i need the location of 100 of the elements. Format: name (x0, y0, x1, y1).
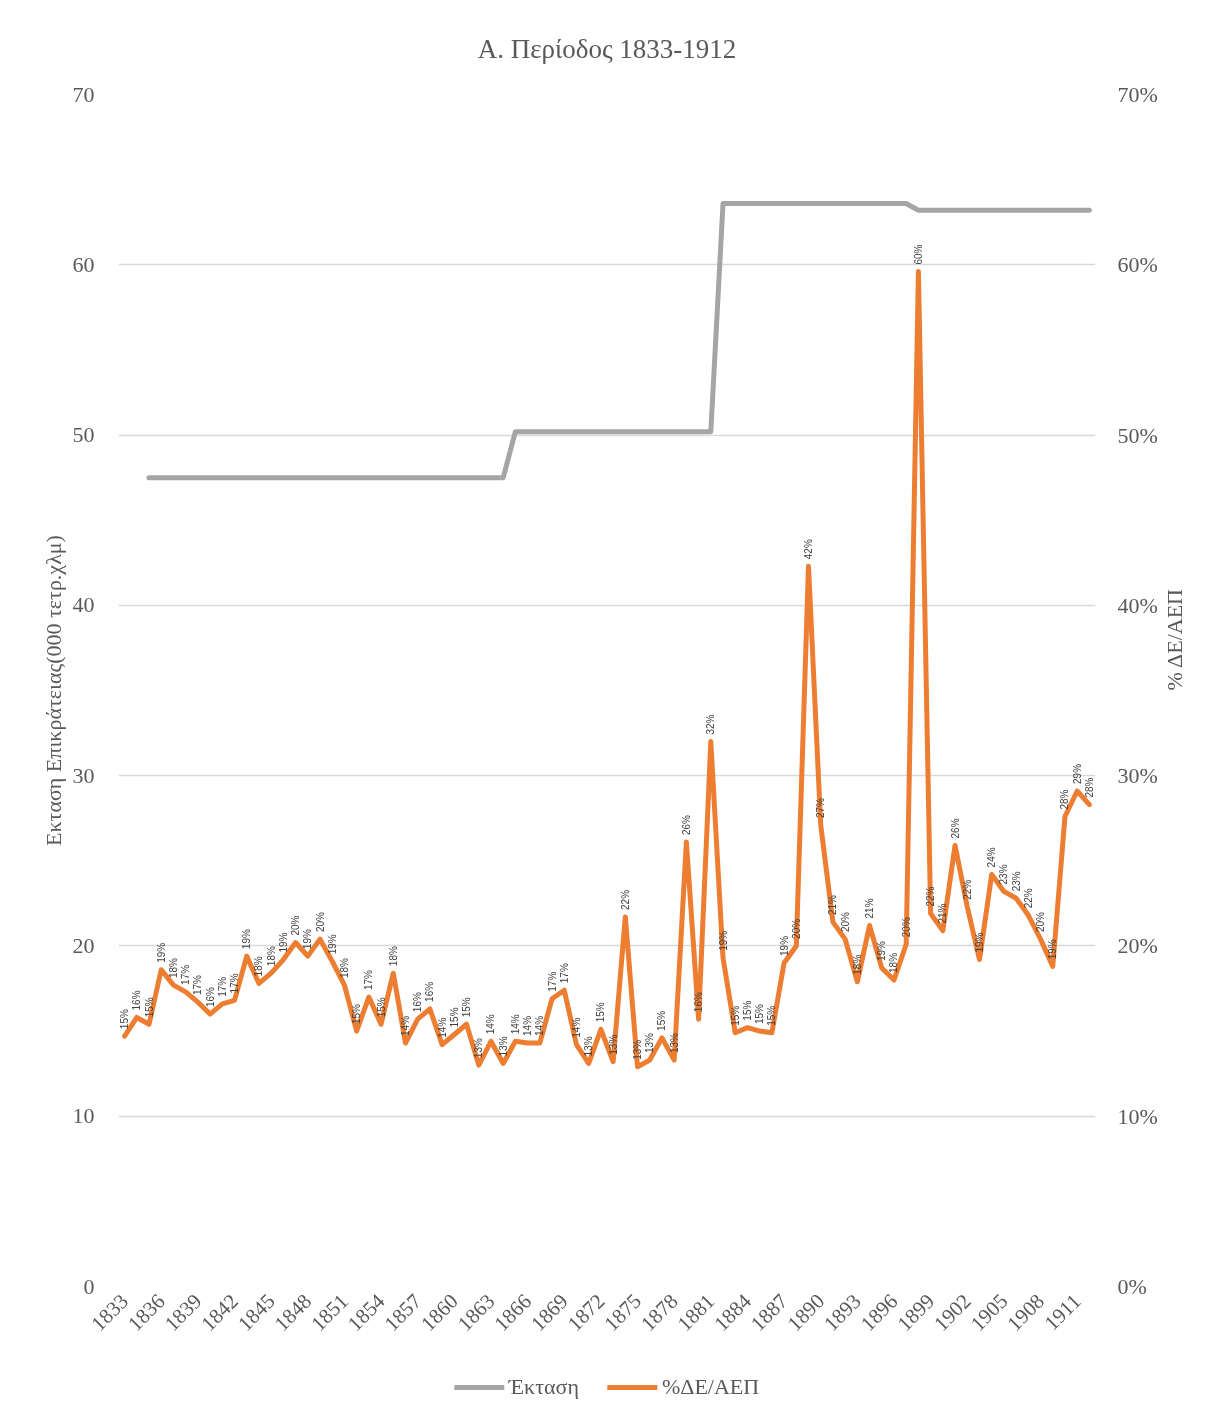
data-label: 19% (241, 929, 253, 950)
data-label: 29% (1071, 763, 1083, 784)
data-label: 18% (387, 946, 399, 967)
data-label: 21% (937, 903, 949, 924)
data-label: 17% (216, 976, 228, 997)
y-tick-label: 30 (72, 762, 95, 788)
data-label: 15% (741, 1000, 753, 1021)
data-label: 18% (253, 956, 265, 977)
data-label: 21% (827, 894, 839, 916)
y2-tick-label: 0% (1117, 1274, 1147, 1299)
y2-tick-label: 20% (1117, 933, 1158, 959)
data-label: 14% (399, 1015, 411, 1036)
data-label: 19% (778, 935, 790, 956)
data-label: 17% (363, 969, 375, 991)
data-label: 13% (644, 1032, 656, 1054)
data-label: 19% (876, 940, 888, 962)
data-label: 15% (143, 997, 155, 1018)
data-label: 17% (192, 975, 204, 996)
data-label: 27% (815, 797, 827, 819)
y2-tick-label: 40% (1117, 592, 1158, 618)
data-label: 18% (338, 957, 350, 979)
data-label: 23% (998, 864, 1010, 885)
data-label: 17% (180, 964, 192, 985)
data-label: 13% (583, 1036, 595, 1057)
data-label: 14% (485, 1014, 497, 1035)
y2-tick-label: 30% (1117, 763, 1158, 789)
data-label: 22% (961, 879, 973, 900)
y-tick-label: 20 (72, 932, 95, 958)
data-label: 20% (314, 911, 326, 933)
y-tick-label: 40 (72, 592, 95, 618)
data-label: 15% (448, 1007, 460, 1028)
data-label: 22% (619, 889, 631, 910)
data-label: 18% (167, 957, 179, 979)
data-label: 15% (595, 1002, 607, 1023)
data-label: 15% (119, 1009, 131, 1030)
data-label: 20% (839, 911, 851, 933)
y-tick-label: 10 (72, 1103, 95, 1129)
data-label: 15% (729, 1005, 741, 1026)
data-label: 17% (229, 973, 241, 994)
data-label: 19% (717, 930, 729, 951)
data-label: 15% (656, 1010, 668, 1031)
data-label: 13% (473, 1038, 485, 1059)
legend-label: Έκταση (508, 1374, 579, 1400)
y-tick-label: 70 (72, 81, 95, 107)
chart-title: Α. Περίοδος 1833-1912 (477, 33, 737, 64)
y-tick-label: 0 (83, 1273, 95, 1299)
data-label: 15% (766, 1005, 778, 1026)
data-label: 19% (277, 932, 289, 953)
data-label: 20% (900, 917, 912, 938)
data-label: 28% (1059, 789, 1071, 810)
data-label: 19% (973, 932, 985, 953)
data-label: 20% (790, 918, 802, 939)
data-label: 32% (705, 714, 717, 735)
y2-tick-label: 50% (1117, 422, 1158, 448)
data-label: 14% (522, 1015, 534, 1036)
data-label: 19% (302, 929, 314, 950)
legend-label: %ΔΕ/ΑΕΠ (661, 1374, 760, 1400)
data-label: 18% (851, 954, 863, 975)
data-label: 42% (803, 539, 815, 560)
data-label: 14% (436, 1017, 448, 1038)
data-label: 60% (912, 244, 924, 265)
y-axis-title: Εκταση Επικράτειας(000 τετρ.χλμ) (40, 535, 66, 846)
y-tick-label: 60 (72, 251, 95, 277)
y2-tick-label: 60% (1117, 252, 1158, 278)
data-label: 26% (949, 818, 961, 839)
data-label: 13% (632, 1039, 644, 1060)
data-label: 21% (864, 898, 876, 919)
data-label: 16% (693, 992, 705, 1013)
data-label: 17% (546, 971, 558, 992)
data-label: 20% (290, 915, 302, 936)
data-label: 15% (351, 1003, 363, 1025)
data-label: 26% (680, 814, 692, 836)
data-label: 19% (155, 942, 167, 963)
data-label: 15% (375, 997, 387, 1018)
data-label: 18% (265, 946, 277, 967)
data-label: 19% (1047, 939, 1059, 960)
data-label: 14% (509, 1014, 521, 1035)
data-label: 13% (668, 1032, 680, 1054)
data-label: 17% (558, 963, 570, 984)
data-label: 24% (986, 847, 998, 868)
data-label: 20% (1035, 911, 1047, 933)
data-label: 16% (204, 986, 216, 1008)
data-label: 14% (534, 1015, 546, 1036)
y2-tick-label: 70% (1117, 82, 1158, 107)
y2-axis-title: % ΔΕ/ΑΕΠ (1162, 588, 1188, 691)
data-label: 15% (461, 997, 473, 1018)
data-label: 14% (570, 1017, 582, 1038)
data-label: 19% (326, 934, 338, 955)
data-label: 15% (754, 1003, 766, 1025)
data-label: 16% (412, 992, 424, 1013)
data-label: 22% (925, 886, 937, 907)
data-label: 13% (497, 1036, 509, 1057)
data-label: 13% (607, 1034, 619, 1055)
data-label: 16% (424, 981, 436, 1002)
y-tick-label: 50 (72, 422, 95, 448)
data-label: 22% (1022, 888, 1034, 909)
data-label: 28% (1083, 777, 1095, 798)
data-label: 18% (888, 952, 900, 973)
y2-tick-label: 10% (1117, 1103, 1158, 1129)
data-label: 23% (1010, 871, 1022, 892)
